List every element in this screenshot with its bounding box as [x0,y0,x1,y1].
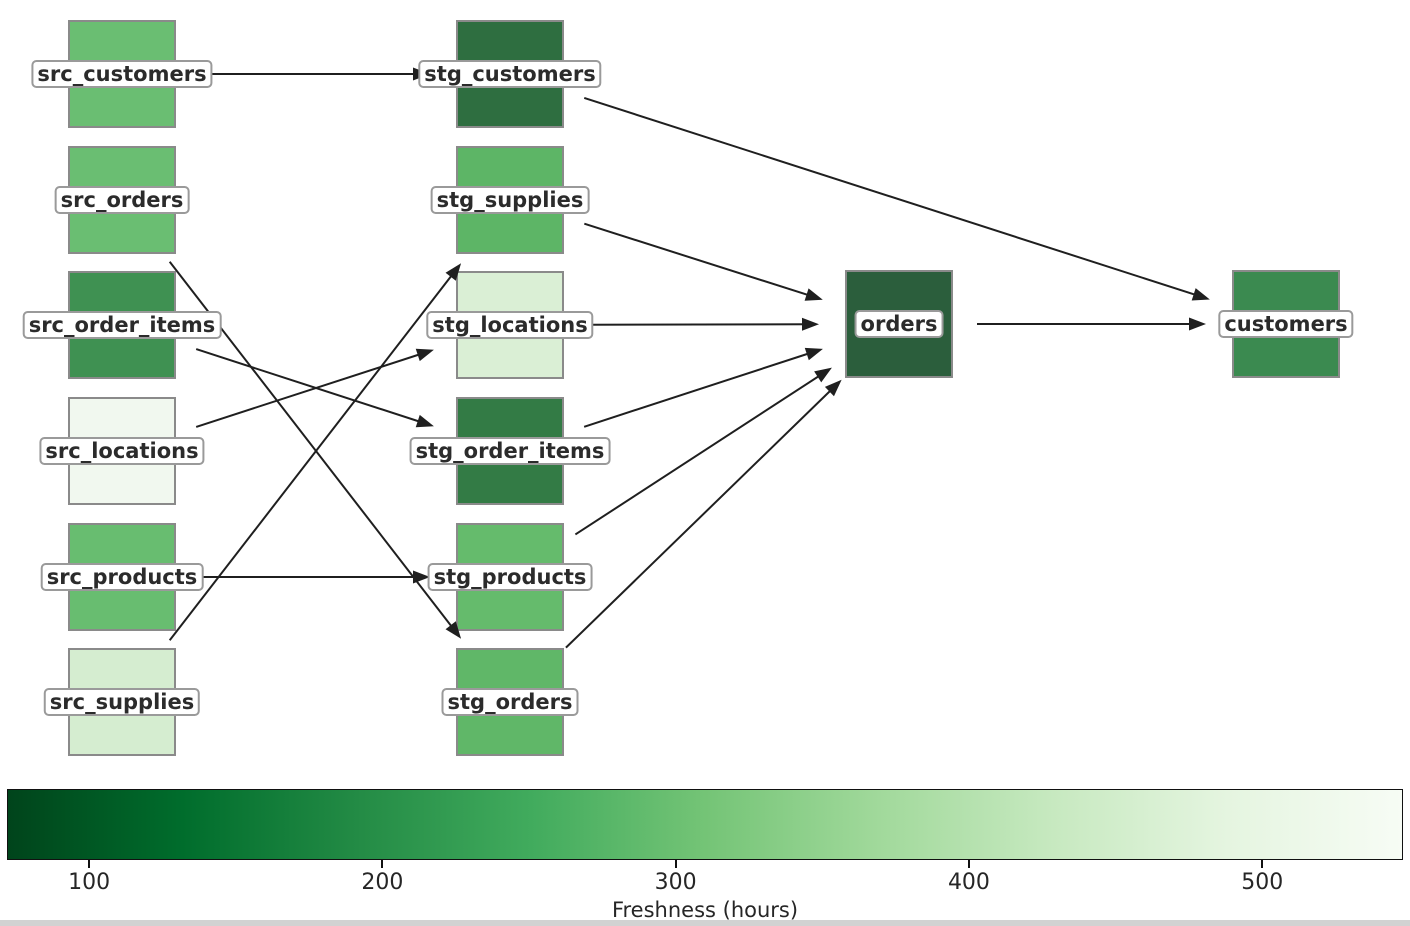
colorbar-tick-200 [381,860,384,868]
edge-src_locations-to-stg_locations [195,348,434,428]
colorbar-tick-300 [674,860,677,868]
node-label-stg_orders: stg_orders [441,688,579,716]
edges-layer [168,67,1210,649]
edge-src_supplies-to-stg_supplies [168,263,462,641]
colorbar: 100 200 300 400 500 Freshness (hours) [7,789,1403,926]
colorbar-tick-500 [1261,860,1264,868]
colorbar-tick-label-200: 200 [361,870,404,895]
edge-stg_supplies-to-orders [584,222,823,301]
edge-src_order_items-to-stg_order_items [195,348,434,428]
colorbar-tick-label-100: 100 [68,870,111,895]
node-label-stg_supplies: stg_supplies [430,186,590,214]
edge-stg_orders-to-orders [565,379,842,649]
edge-src_products-to-stg_products [200,570,430,584]
colorbar-tick-400 [967,860,970,868]
node-label-src_supplies: src_supplies [43,688,201,716]
node-label-src_orders: src_orders [54,186,190,214]
edge-orders-to-customers [977,317,1206,331]
edge-stg_products-to-orders [574,367,832,536]
colorbar-gradient [7,789,1403,860]
colorbar-tick-label-300: 300 [654,870,697,895]
node-label-stg_locations: stg_locations [426,311,594,339]
colorbar-axis-label: Freshness (hours) [611,898,799,922]
node-label-src_order_items: src_order_items [22,311,222,339]
node-label-stg_products: stg_products [427,563,593,591]
node-label-src_customers: src_customers [31,60,213,88]
edge-stg_customers-to-customers [583,96,1210,301]
node-label-customers: customers [1218,310,1354,338]
bottom-edge-strip [0,920,1410,926]
colorbar-tick-label-400: 400 [947,870,990,895]
colorbar-tick-100 [88,860,91,868]
colorbar-tick-label-500: 500 [1241,870,1284,895]
edge-stg_locations-to-orders [587,317,820,331]
edge-stg_order_items-to-orders [583,347,823,428]
node-label-stg_customers: stg_customers [418,60,602,88]
node-label-src_products: src_products [40,563,204,591]
edge-src_customers-to-stg_customers [200,67,430,81]
node-label-stg_order_items: stg_order_items [409,437,611,465]
node-label-orders: orders [854,310,944,338]
node-label-src_locations: src_locations [39,437,205,465]
